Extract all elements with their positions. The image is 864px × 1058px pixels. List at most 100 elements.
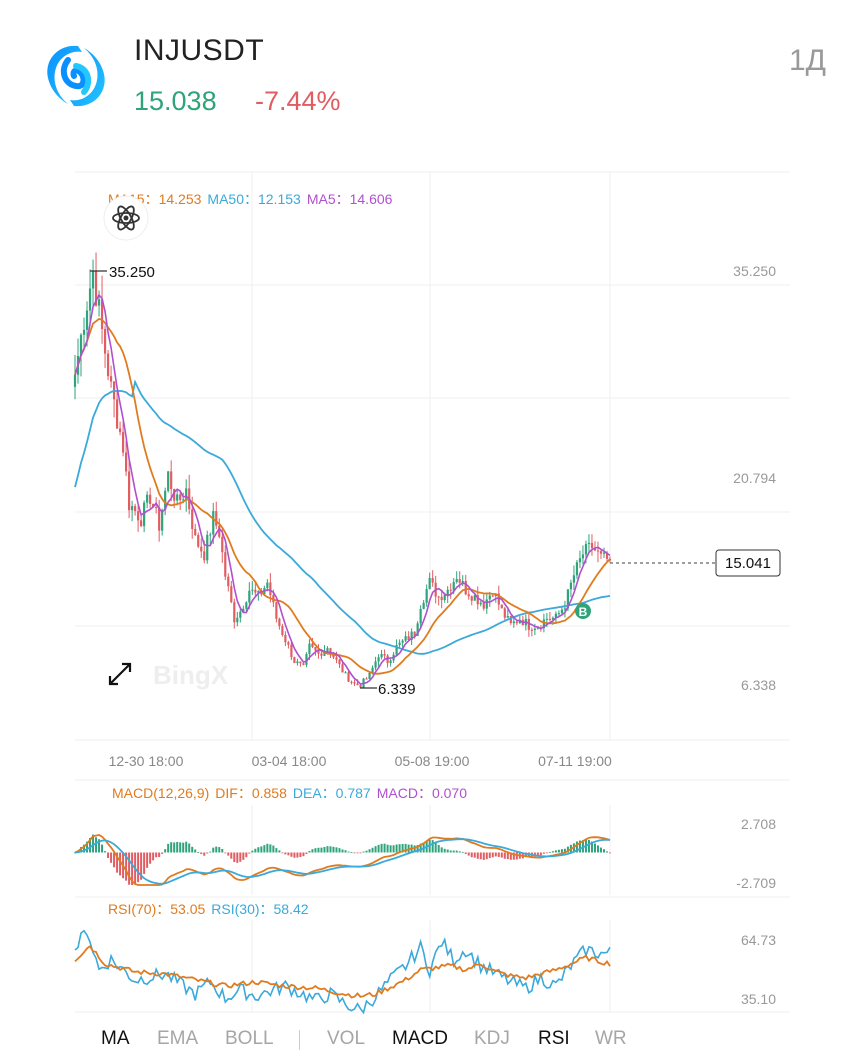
- macd-bar: [200, 852, 203, 855]
- macd-bar: [599, 847, 602, 853]
- buy-badge[interactable]: B: [575, 603, 591, 619]
- dif-line: [74, 834, 611, 886]
- macd-bar: [443, 848, 446, 853]
- candle: [287, 640, 290, 649]
- macd-bar: [182, 842, 185, 853]
- candle: [131, 500, 134, 522]
- macd-bar: [299, 852, 302, 857]
- macd-bar: [401, 844, 404, 853]
- candle: [485, 593, 488, 614]
- atom-icon[interactable]: [103, 195, 149, 241]
- macd-bar: [404, 843, 407, 853]
- macd-bar: [389, 845, 392, 853]
- macd-bar: [500, 852, 503, 858]
- candle: [112, 381, 116, 418]
- candle: [296, 658, 299, 666]
- macd-bar: [365, 850, 368, 853]
- macd-bar: [104, 851, 107, 853]
- x-axis-label-1: 12-30 18:00: [109, 753, 184, 769]
- tab-ma[interactable]: MA: [101, 1028, 130, 1049]
- macd-bar: [461, 851, 464, 853]
- candle: [179, 491, 182, 511]
- candle: [137, 505, 140, 532]
- macd-bar: [248, 852, 251, 854]
- macd-bar: [470, 852, 473, 858]
- candle: [347, 670, 350, 683]
- macd-bar: [536, 852, 539, 856]
- tab-ema[interactable]: EMA: [157, 1028, 199, 1049]
- macd-bar: [485, 852, 488, 860]
- macd-bar: [266, 843, 269, 853]
- candle: [449, 583, 452, 599]
- candle: [239, 607, 242, 623]
- macd-bar: [452, 850, 455, 853]
- macd-bar: [359, 852, 362, 854]
- candle: [479, 600, 482, 607]
- expand-arrows-icon[interactable]: [108, 662, 132, 686]
- candle: [593, 541, 597, 551]
- macd-bar: [329, 846, 332, 853]
- macd-bar: [131, 852, 134, 885]
- macd-bar: [242, 852, 245, 860]
- macd-bar: [116, 852, 119, 873]
- macd-bar: [335, 847, 338, 853]
- y-axis-label-high: 35.250: [733, 263, 776, 279]
- y-axis-label-low: 6.338: [741, 677, 776, 693]
- macd-bar: [347, 851, 350, 853]
- tab-rsi[interactable]: RSI: [538, 1028, 570, 1049]
- candle: [386, 654, 389, 668]
- candle: [380, 649, 383, 660]
- macd-bar: [341, 849, 344, 853]
- macd-bar: [173, 842, 176, 853]
- candle: [94, 252, 98, 307]
- macd-bar: [110, 852, 113, 863]
- timeframe-selector[interactable]: 1Д: [788, 44, 826, 77]
- macd-bar: [392, 845, 395, 853]
- candle: [431, 570, 434, 587]
- macd-bar: [239, 852, 242, 862]
- tab-wr[interactable]: WR: [595, 1028, 627, 1049]
- macd-bar: [263, 845, 266, 853]
- macd-bar: [473, 852, 476, 858]
- macd-bar: [218, 847, 221, 853]
- candle: [103, 325, 107, 368]
- candle: [521, 615, 524, 626]
- macd-bar: [209, 851, 212, 853]
- macd-bar: [371, 847, 374, 853]
- macd-bar: [554, 850, 557, 853]
- candle: [164, 487, 167, 516]
- tab-vol[interactable]: VOL: [327, 1028, 366, 1049]
- macd-bar: [314, 848, 317, 853]
- candle: [389, 658, 392, 667]
- macd-bar: [170, 842, 173, 853]
- macd-bar: [176, 842, 179, 853]
- tab-kdj[interactable]: KDJ: [474, 1028, 510, 1049]
- candle: [461, 575, 464, 587]
- macd-bar: [344, 850, 347, 853]
- candle: [227, 573, 230, 592]
- macd-bar: [233, 852, 236, 863]
- ma5-line: [74, 293, 611, 685]
- candle: [121, 420, 125, 457]
- svg-text:B: B: [579, 605, 588, 619]
- injective-logo-icon: [47, 45, 105, 107]
- macd-bar: [221, 848, 224, 853]
- candle: [353, 679, 356, 686]
- macd-bar: [227, 852, 230, 856]
- macd-bar: [551, 851, 554, 853]
- macd-bar: [281, 852, 284, 854]
- macd-bar: [542, 852, 545, 854]
- macd-bar: [251, 850, 254, 853]
- candle: [575, 559, 579, 579]
- macd-bar: [236, 852, 239, 863]
- macd-bar: [605, 851, 608, 853]
- tab-macd[interactable]: MACD: [392, 1028, 448, 1049]
- macd-bar: [260, 846, 263, 853]
- candle: [365, 677, 368, 680]
- candle: [464, 574, 467, 596]
- tab-boll[interactable]: BOLL: [225, 1028, 274, 1049]
- macd-bar: [287, 852, 290, 856]
- candle: [446, 586, 449, 604]
